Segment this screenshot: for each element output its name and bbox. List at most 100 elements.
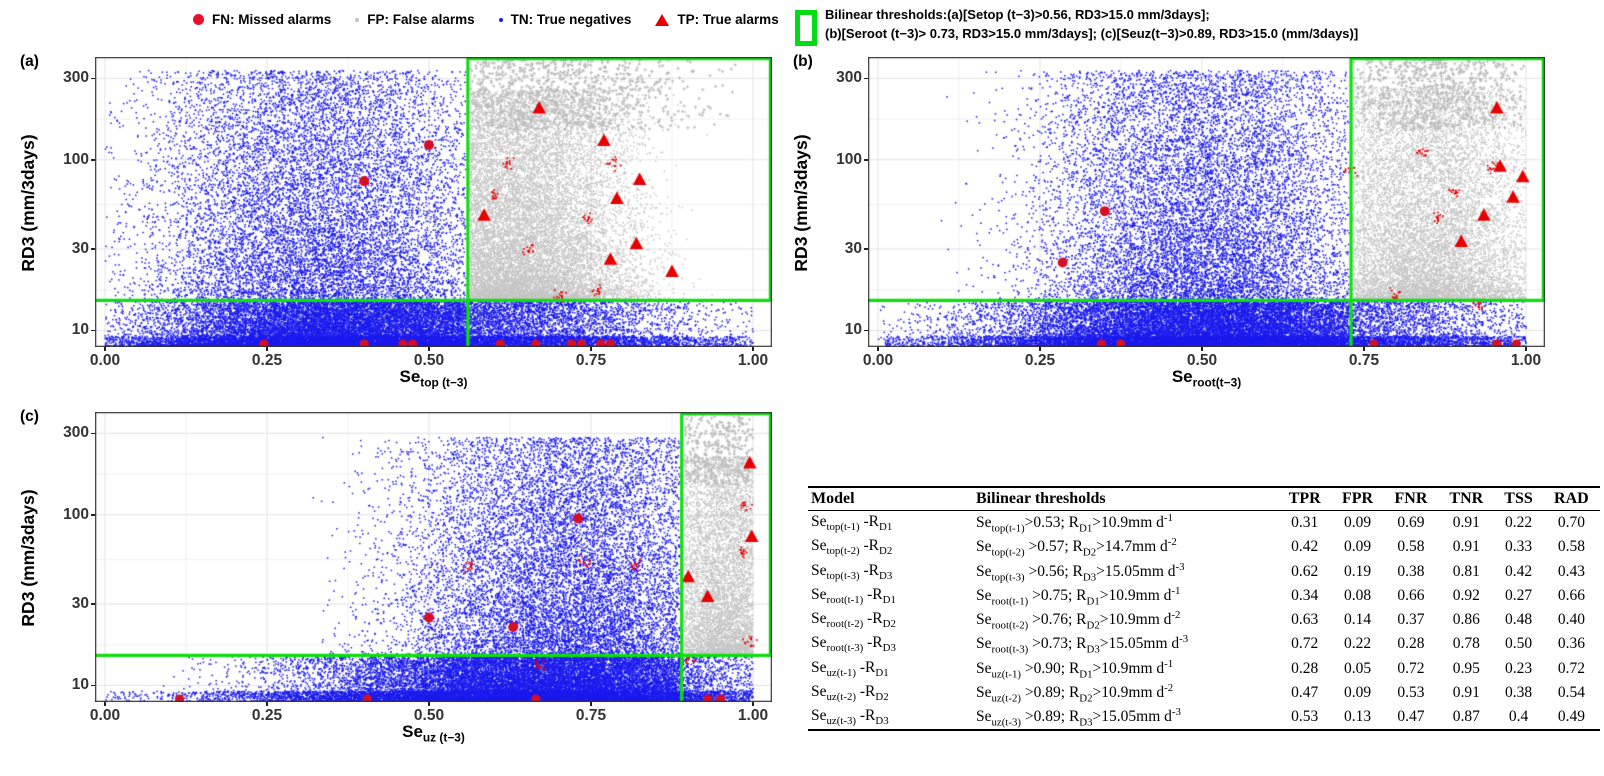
- cell-threshold: Seuz(t-2) >0.89; RD2>10.9mm d-2: [976, 681, 1174, 704]
- x-tick-mark: [590, 347, 592, 351]
- cell-rad: 0.36: [1557, 635, 1585, 653]
- x-tick-mark: [266, 347, 268, 351]
- tn-dot-icon: [498, 17, 503, 22]
- cell-fpr: 0.22: [1343, 635, 1372, 653]
- cell-fnr: 0.28: [1397, 635, 1425, 653]
- panel-c-xlabel: Seuz (t−3): [402, 722, 465, 745]
- cell-tss: 0.42: [1504, 562, 1533, 580]
- panel-b-ylabel: RD3 (mm/3days): [791, 134, 811, 272]
- cell-fpr: 0.09: [1343, 683, 1372, 701]
- cell-threshold: Seuz(t-1) >0.90; RD1>10.9mm d-1: [976, 657, 1174, 680]
- table-row: Seuz(t-3) -RD3 Seuz(t-3) >0.89; RD3>15.05…: [808, 705, 1600, 730]
- legend-label-tn: TN: True negatives: [510, 12, 632, 27]
- x-tick-label: 1.00: [1510, 352, 1542, 369]
- x-tick-mark: [590, 702, 592, 706]
- y-tick-mark: [91, 432, 95, 435]
- table-col-fpr: FPR: [1331, 487, 1384, 511]
- cell-model: Seroot(t-2) -RD2: [811, 610, 896, 631]
- y-tick-label: 300: [836, 69, 862, 87]
- cell-fnr: 0.72: [1397, 659, 1425, 677]
- y-tick-label: 300: [63, 424, 89, 442]
- table-row: Seuz(t-2) -RD2 Seuz(t-2) >0.89; RD2>10.9m…: [808, 681, 1600, 705]
- y-tick-mark: [91, 329, 95, 332]
- cell-tnr: 0.91: [1452, 683, 1480, 701]
- x-tick-label: 0.00: [89, 707, 121, 724]
- scatter-canvas-b: [868, 57, 1545, 347]
- panel-c-ylabel: RD3 (mm/3days): [18, 489, 38, 627]
- cell-tpr: 0.42: [1291, 538, 1319, 556]
- table-row: Seuz(t-1) -RD1 Seuz(t-1) >0.90; RD1>10.9m…: [808, 657, 1600, 681]
- legend: FN: Missed alarms FP: False alarms TN: T…: [193, 12, 779, 27]
- tp-triangle-icon: [655, 13, 670, 26]
- y-tick-mark: [91, 684, 95, 687]
- cell-tpr: 0.62: [1291, 562, 1319, 580]
- x-tick-mark: [1039, 347, 1041, 351]
- x-tick-label: 0.00: [862, 352, 894, 369]
- bilinear-line-2: (b)[Seroot (t−3)> 0.73, RD3>15.0 mm/3day…: [825, 25, 1359, 41]
- legend-item-fp: FP: False alarms: [355, 12, 475, 27]
- cell-fnr: 0.38: [1397, 562, 1425, 580]
- cell-tss: 0.50: [1504, 635, 1533, 653]
- y-tick-label: 300: [63, 69, 89, 87]
- cell-rad: 0.49: [1557, 708, 1585, 726]
- table-col-tpr: TPR: [1278, 487, 1332, 511]
- cell-threshold: Seroot(t-3) >0.73; RD3>15.05mm d-3: [976, 633, 1189, 656]
- y-tick-mark: [91, 603, 95, 605]
- x-tick-label: 0.50: [1186, 352, 1218, 369]
- cell-rad: 0.43: [1557, 562, 1585, 580]
- cell-model: Setop(t-2) -RD2: [811, 537, 893, 558]
- table-col-tss: TSS: [1494, 487, 1543, 511]
- threshold-box-icon: [795, 10, 817, 46]
- table-col-fnr: FNR: [1383, 487, 1439, 511]
- cell-model: Seuz(t-2) -RD2: [811, 682, 889, 703]
- fp-dot-icon: [355, 17, 360, 22]
- cell-fnr: 0.69: [1397, 514, 1425, 532]
- table-row: Seroot(t-1) -RD1 Seroot(t-1) >0.75; RD1>1…: [808, 584, 1600, 608]
- table-row: Seroot(t-3) -RD3 Seroot(t-3) >0.73; RD3>1…: [808, 632, 1600, 656]
- panel-a-ylabel: RD3 (mm/3days): [18, 134, 38, 272]
- y-tick-label: 100: [63, 150, 89, 168]
- cell-tpr: 0.34: [1291, 586, 1319, 604]
- y-tick-mark: [864, 248, 868, 250]
- cell-tnr: 0.92: [1452, 586, 1480, 604]
- y-tick-mark: [91, 514, 95, 516]
- y-tick-mark: [91, 77, 95, 80]
- y-tick-label: 10: [71, 321, 89, 339]
- cell-fpr: 0.09: [1343, 538, 1372, 556]
- y-tick-label: 30: [844, 240, 862, 258]
- metrics-table: Model Bilinear thresholds TPR FPR FNR TNR TSS R…: [808, 486, 1600, 732]
- y-tick-mark: [864, 159, 868, 161]
- scatter-canvas-c: [95, 412, 772, 702]
- y-tick-mark: [864, 77, 868, 80]
- cell-tss: 0.48: [1504, 611, 1533, 629]
- cell-tpr: 0.53: [1291, 708, 1319, 726]
- table-row: Setop(t-1) -RD1 Setop(t-1)>0.53; RD1>10.9…: [808, 511, 1600, 536]
- panel-a-tag: (a): [20, 53, 39, 70]
- x-tick-label: 0.75: [1348, 352, 1380, 369]
- cell-tnr: 0.87: [1452, 708, 1480, 726]
- cell-tpr: 0.47: [1291, 683, 1319, 701]
- table-col-model: Model: [808, 487, 973, 511]
- scatter-canvas-a: [95, 57, 772, 347]
- y-tick-label: 10: [844, 321, 862, 339]
- table-row: Setop(t-3) -RD3 Setop(t-3) >0.56; RD3>15.…: [808, 560, 1600, 584]
- panel-b-xlabel: Seroot(t−3): [1171, 367, 1242, 390]
- cell-model: Seroot(t-1) -RD1: [811, 585, 896, 606]
- legend-item-tn: TN: True negatives: [498, 12, 632, 27]
- cell-rad: 0.66: [1557, 586, 1585, 604]
- y-tick-label: 100: [836, 150, 862, 168]
- cell-tss: 0.23: [1504, 659, 1533, 677]
- cell-threshold: Seroot(t-1) >0.75; RD1>10.9mm d-1: [976, 584, 1181, 607]
- cell-tss: 0.33: [1504, 538, 1533, 556]
- cell-model: Seroot(t-3) -RD3: [811, 634, 896, 655]
- y-tick-label: 30: [71, 240, 89, 258]
- cell-threshold: Setop(t-3) >0.56; RD3>15.05mm d-3: [976, 560, 1185, 583]
- legend-label-tp: TP: True alarms: [677, 12, 779, 27]
- cell-threshold: Setop(t-2) >0.57; RD2>14.7mm d-2: [976, 536, 1177, 559]
- cell-fnr: 0.53: [1397, 683, 1425, 701]
- cell-tss: 0.22: [1504, 514, 1533, 532]
- y-tick-label: 30: [71, 595, 89, 613]
- cell-tnr: 0.91: [1452, 538, 1480, 556]
- x-tick-label: 1.00: [737, 707, 769, 724]
